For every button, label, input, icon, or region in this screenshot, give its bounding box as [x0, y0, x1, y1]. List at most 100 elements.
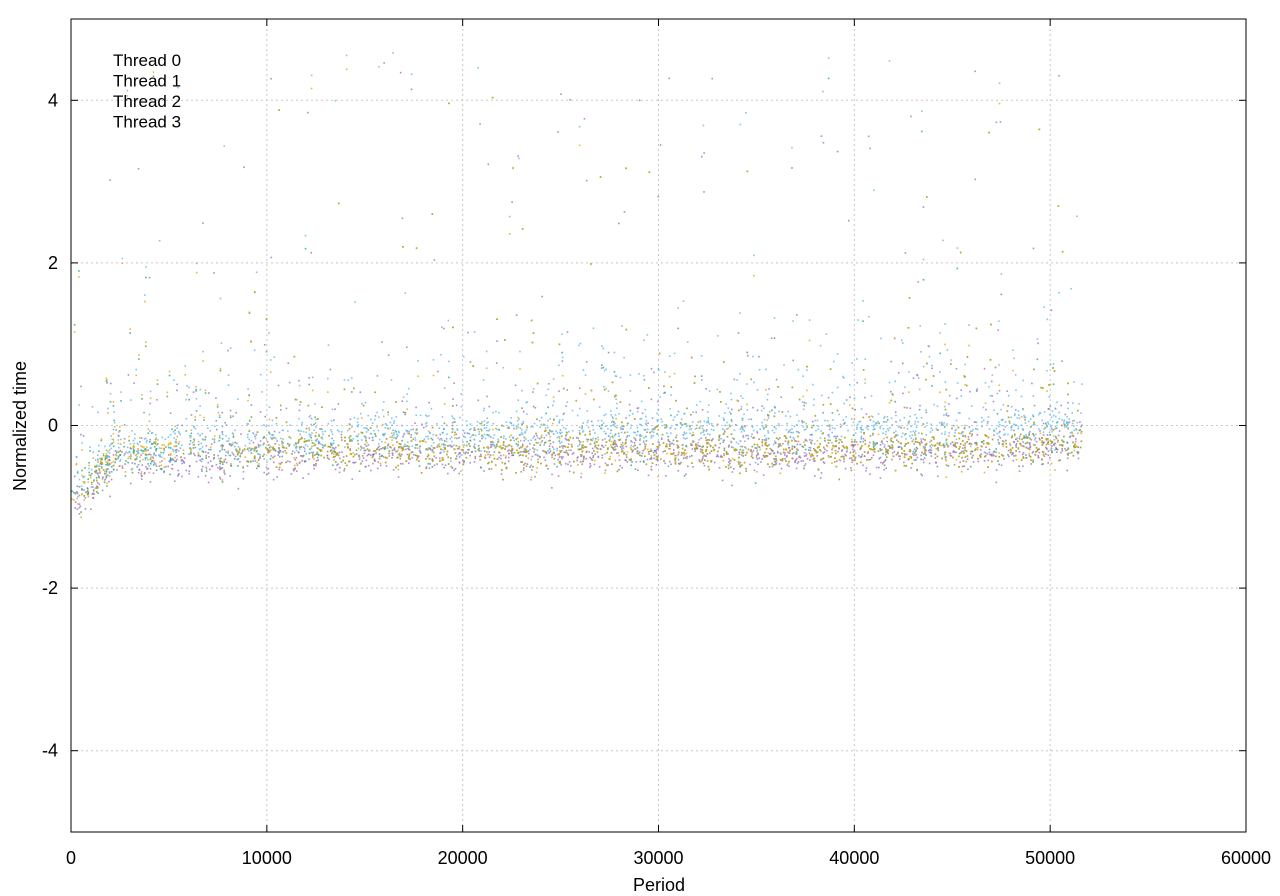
data-point [668, 448, 670, 450]
data-point [398, 452, 401, 455]
data-point [234, 455, 237, 458]
data-point [394, 429, 396, 432]
data-point [922, 445, 925, 448]
data-point [348, 437, 351, 439]
data-point [267, 450, 269, 452]
data-point [947, 465, 950, 467]
data-point [786, 464, 789, 466]
data-point [1047, 440, 1050, 443]
data-point [228, 437, 230, 440]
data-point [405, 429, 407, 432]
data-point [177, 430, 180, 433]
data-point [425, 458, 427, 460]
data-point [404, 292, 407, 294]
data-point [201, 432, 203, 435]
data-point [453, 444, 455, 446]
data-point [879, 456, 882, 459]
data-point [602, 422, 605, 424]
data-point [1072, 454, 1075, 457]
data-point [1010, 416, 1013, 419]
data-point [1010, 405, 1013, 408]
data-point [430, 408, 433, 410]
data-point [549, 417, 552, 420]
data-point [672, 449, 675, 451]
data-point [177, 442, 180, 445]
data-point [128, 439, 130, 442]
data-point [914, 450, 917, 453]
data-point [310, 436, 313, 439]
data-point [128, 435, 130, 438]
data-point [836, 386, 839, 389]
data-point [929, 445, 931, 448]
data-point [330, 452, 333, 455]
data-point [285, 421, 288, 424]
data-point [1050, 447, 1053, 450]
data-point [372, 439, 374, 442]
data-point [614, 375, 617, 377]
data-point [257, 446, 260, 448]
data-point [160, 451, 162, 454]
data-point [1023, 416, 1026, 419]
data-point [71, 490, 73, 493]
data-point [110, 382, 112, 385]
data-point [259, 411, 262, 413]
data-point [1046, 318, 1049, 321]
data-point [480, 428, 482, 430]
data-point [535, 453, 538, 456]
data-point [732, 468, 735, 470]
data-point [1043, 455, 1046, 457]
data-point [397, 434, 399, 437]
data-point [520, 470, 522, 473]
data-point [955, 428, 958, 431]
data-point [292, 469, 295, 472]
data-point [143, 472, 146, 475]
data-point [864, 396, 866, 399]
data-point [849, 451, 852, 454]
data-point [145, 465, 147, 468]
data-point [110, 465, 113, 468]
data-point [956, 382, 959, 384]
data-point [526, 445, 529, 448]
data-point [263, 471, 265, 474]
data-point [802, 408, 805, 411]
data-point [872, 425, 875, 428]
data-point [378, 416, 380, 419]
data-point [816, 451, 819, 453]
data-point [78, 486, 81, 488]
data-point [705, 388, 707, 390]
data-point [515, 410, 518, 413]
data-point [581, 463, 583, 465]
data-point [522, 469, 525, 472]
data-point [685, 423, 688, 425]
data-point [1066, 453, 1069, 455]
data-point [1075, 427, 1077, 430]
data-point [87, 494, 89, 496]
data-point [943, 414, 945, 416]
data-point [98, 483, 101, 486]
data-point [561, 360, 564, 362]
data-point [277, 450, 280, 453]
data-point [377, 429, 380, 432]
data-point [174, 432, 176, 435]
data-point [1030, 463, 1033, 465]
data-point [668, 443, 671, 446]
data-point [97, 475, 100, 477]
data-point [481, 421, 483, 423]
data-point [998, 441, 1000, 444]
data-point [473, 429, 475, 431]
data-point [272, 437, 275, 439]
data-point [719, 442, 722, 445]
data-point [661, 420, 663, 423]
data-point [853, 397, 856, 400]
data-point [753, 443, 756, 446]
data-point [391, 454, 394, 457]
data-point [250, 447, 253, 450]
data-point [723, 454, 725, 457]
data-point [487, 163, 490, 166]
data-point [628, 414, 631, 417]
data-point [559, 451, 562, 453]
data-point [392, 429, 394, 432]
data-point [393, 434, 395, 436]
data-point [258, 457, 261, 460]
data-point [802, 375, 804, 377]
